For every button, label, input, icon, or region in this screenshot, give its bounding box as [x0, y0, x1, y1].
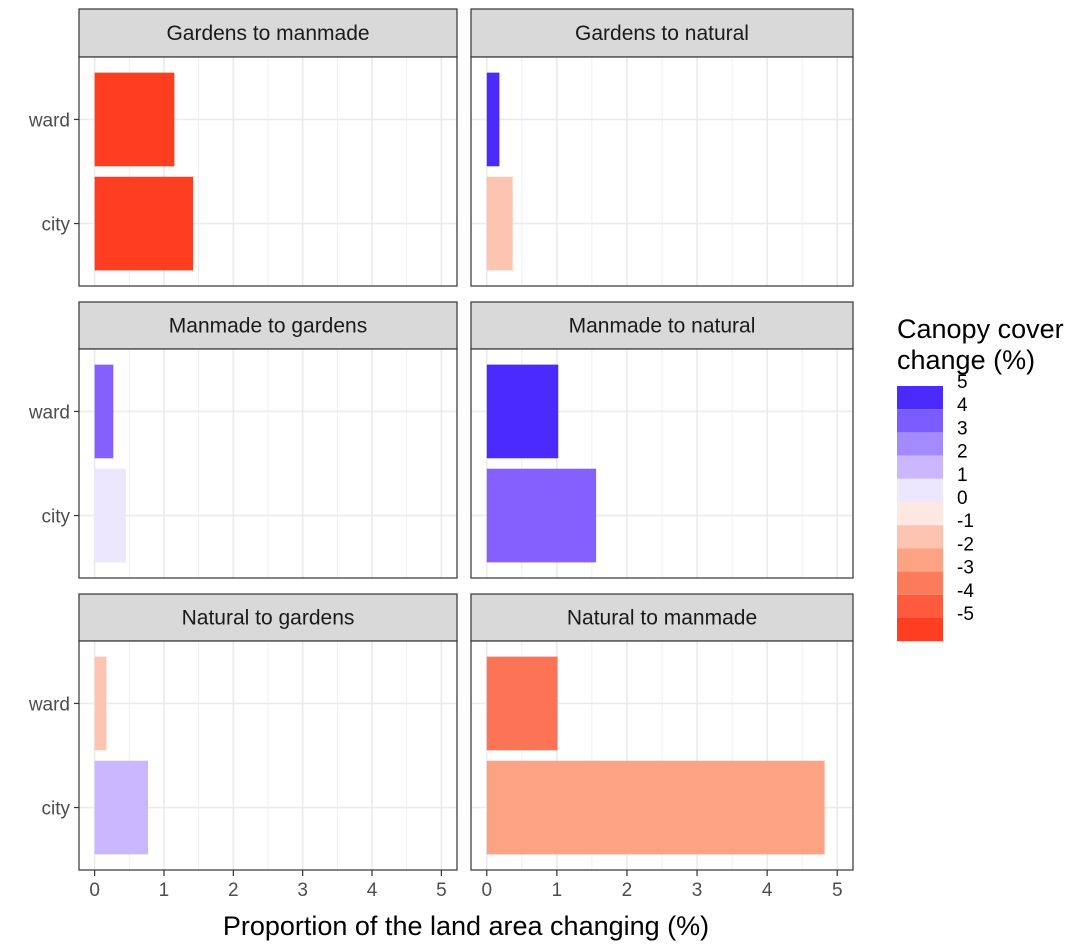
facet-panel: Natural to gardens ward city: [28, 593, 458, 871]
x-tick-label: 1: [159, 880, 170, 901]
x-tick-label: 3: [692, 880, 703, 901]
bar-city: [94, 176, 194, 271]
legend-key: [897, 502, 943, 526]
facet-strip: [78, 8, 458, 58]
x-tick-label: 3: [297, 880, 308, 901]
bar-ward: [94, 72, 175, 167]
legend-label: 0: [957, 488, 968, 509]
bar-ward: [486, 364, 559, 459]
x-tick-label: 0: [89, 880, 100, 901]
legend-label: 1: [957, 465, 968, 486]
facet-title: Natural to gardens: [182, 607, 355, 630]
facet-panel: Manmade to gardens ward city: [28, 301, 458, 579]
bar-ward: [94, 656, 107, 751]
bar-city: [94, 468, 126, 563]
facet-title: Manmade to gardens: [169, 315, 367, 338]
legend-label: 5: [957, 372, 968, 393]
panel-border: [78, 640, 458, 871]
bar-city: [486, 176, 513, 271]
facet-panel: Natural to manmade: [470, 593, 854, 871]
facet-panel: Manmade to natural: [470, 301, 854, 579]
legend-label: 2: [957, 442, 968, 463]
facet-strip: [470, 301, 854, 350]
x-axes: 0 1 2 3 4 5 0 1 2 3 4 5: [89, 870, 843, 901]
legend-label: 4: [957, 395, 968, 416]
x-tick-label: 5: [436, 880, 447, 901]
legend-key: [897, 525, 943, 549]
x-tick-label: 4: [367, 880, 378, 901]
legend-key: [897, 432, 943, 456]
facet-title: Gardens to natural: [575, 22, 749, 45]
panel-border: [470, 640, 854, 871]
legend-label: -2: [957, 534, 974, 555]
bar-ward: [486, 72, 500, 167]
legend-label: -3: [957, 558, 974, 579]
legend-key: [897, 455, 943, 479]
legend-label: -1: [957, 511, 974, 532]
legend-key: [897, 618, 943, 642]
legend-key: [897, 386, 943, 410]
bar-ward: [486, 656, 558, 751]
panel-border: [470, 348, 854, 579]
legend-label: 3: [957, 418, 968, 439]
x-axis-title: Proportion of the land area changing (%): [223, 911, 709, 941]
facet-title: Manmade to natural: [569, 315, 756, 338]
facet-panel: Gardens to manmade ward city: [28, 8, 458, 287]
facet-title: Natural to manmade: [567, 607, 757, 630]
legend-title-line: Canopy cover: [897, 314, 1064, 344]
y-tick-label: city: [42, 215, 71, 236]
facet-panels: Gardens to manmade ward city Gardens to nat…: [28, 8, 854, 871]
legend-key: [897, 594, 943, 618]
y-tick-label: city: [42, 507, 71, 528]
x-tick-label: 5: [832, 880, 843, 901]
x-tick-label: 4: [762, 880, 773, 901]
y-tick-label: ward: [28, 110, 70, 131]
x-tick-label: 2: [228, 880, 239, 901]
x-tick-label: 1: [552, 880, 563, 901]
panel-border: [470, 56, 854, 287]
panel-border: [78, 348, 458, 579]
bar-city: [94, 760, 149, 855]
legend-label: -4: [957, 581, 974, 602]
bar-city: [486, 760, 825, 855]
panel-border: [78, 56, 458, 287]
legend-key: [897, 409, 943, 433]
y-tick-label: city: [42, 799, 71, 820]
legend-label: -5: [957, 604, 974, 625]
legend-key: [897, 548, 943, 572]
y-tick-label: ward: [28, 694, 70, 715]
legend-key: [897, 478, 943, 502]
x-tick-label: 0: [481, 880, 492, 901]
facet-strip: [78, 301, 458, 350]
facet-panel: Gardens to natural: [470, 8, 854, 287]
facet-strip: [470, 593, 854, 642]
y-tick-label: ward: [28, 402, 70, 423]
legend-key: [897, 571, 943, 595]
bar-ward: [94, 364, 114, 459]
x-tick-label: 2: [622, 880, 633, 901]
legend-title-line: change (%): [897, 345, 1035, 375]
bar-city: [486, 468, 597, 563]
facet-strip: [470, 8, 854, 58]
facet-title: Gardens to manmade: [166, 22, 369, 45]
